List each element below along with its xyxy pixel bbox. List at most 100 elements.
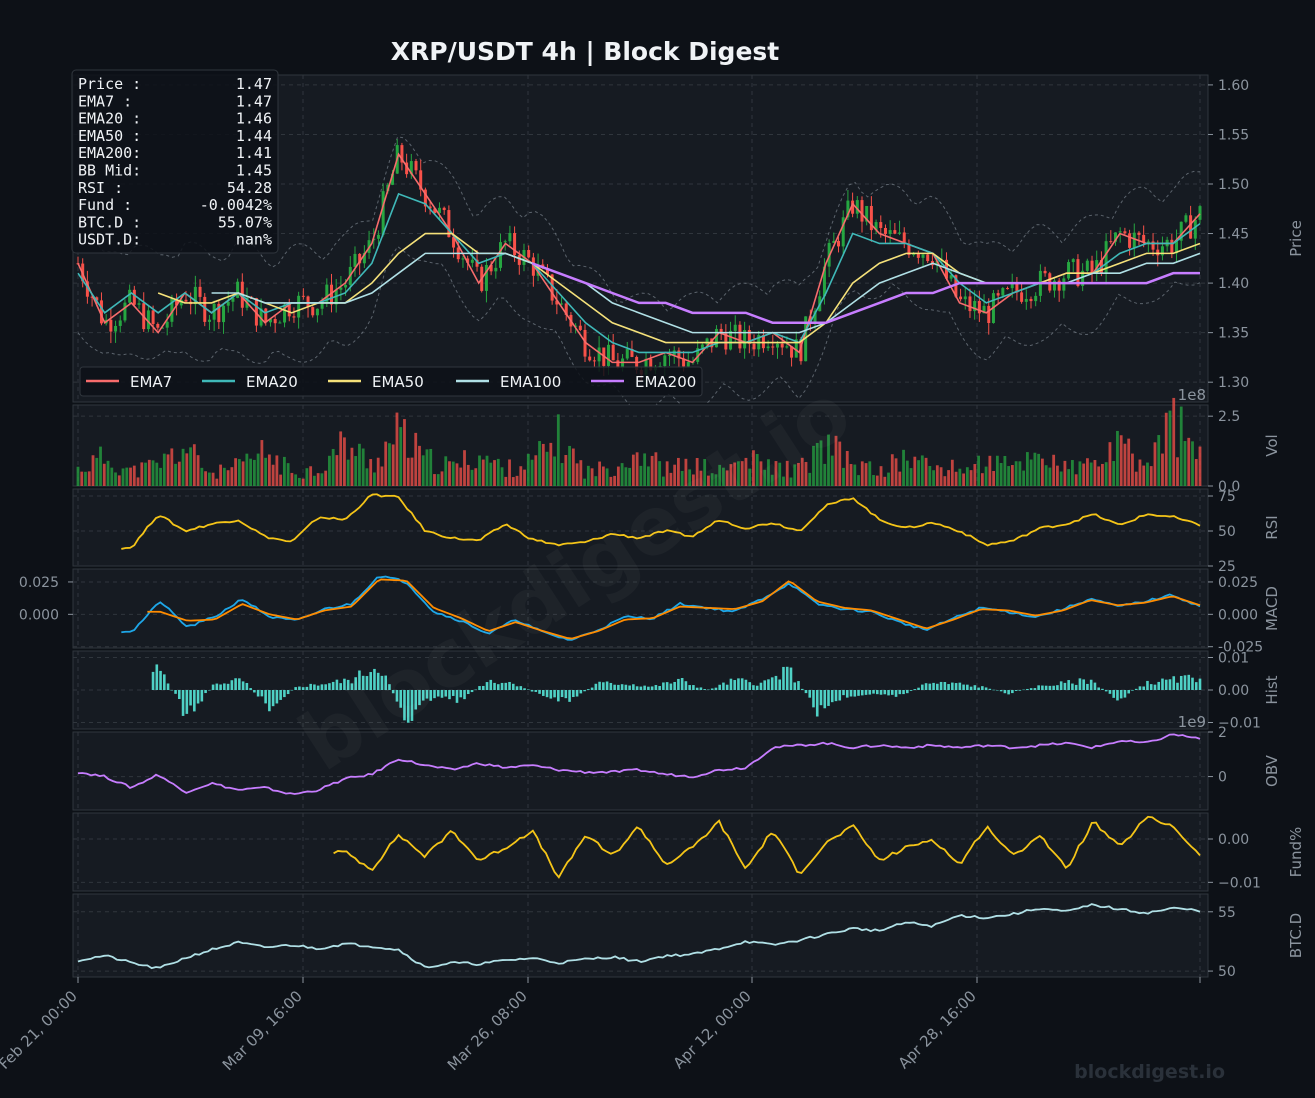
volume-bar [703,459,707,486]
volume-bar [403,419,406,486]
candle-body [1123,231,1127,234]
hist-bar [455,690,459,703]
hist-bar [1059,681,1063,690]
hist-bar [361,675,365,690]
hist-bar [887,690,890,696]
hist-bar [1078,678,1082,690]
volume-bar [219,464,222,486]
volume-bar [695,457,699,486]
volume-bar [496,458,500,486]
volume-bar [834,435,838,486]
volume-bar [252,459,256,486]
volume-bar [1108,442,1112,486]
candle-body [236,281,240,298]
volume-bar [470,469,474,486]
hist-bar [1018,690,1022,691]
candle-body [700,344,704,349]
volume-bar [523,469,526,486]
hist-bar [414,690,418,710]
y-axis-label: MACD [1263,586,1281,631]
volume-bar [485,455,489,486]
volume-bar [114,472,117,486]
hist-bar [1003,690,1007,694]
candle-body [470,259,474,263]
volume-bar [635,452,639,486]
hist-bar [857,690,860,696]
volume-bar [969,470,973,486]
hist-bar [872,690,875,694]
candle-body [358,253,362,264]
volume-bar [185,453,189,486]
volume-bar [1168,410,1172,486]
volume-bar [95,457,99,486]
volume-bar [1007,466,1011,486]
volume-bar [553,456,556,486]
volume-bar [421,455,425,486]
volume-bar [894,458,898,486]
volume-bar [159,467,162,486]
volume-bar [1059,471,1063,486]
hist-bar [395,690,399,702]
volume-bar [346,459,350,486]
volume-bar [290,472,294,486]
candle-body [1179,221,1183,241]
panel-background [72,488,1209,567]
hist-bar [966,684,969,690]
candle-body [156,323,160,328]
candle-body [1175,240,1179,254]
hist-bar [1041,685,1044,690]
volume-bar [448,461,451,486]
candle-body [1024,298,1028,302]
volume-bar [478,455,481,486]
candle-body [954,275,958,297]
hist-bar [932,682,935,690]
volume-bar [237,459,241,486]
info-value: 1.47 [236,92,272,110]
volume-bar [909,468,913,486]
candle-body [588,356,592,361]
volume-bar [628,467,632,486]
candle-body [161,327,165,329]
volume-bar [857,475,860,486]
volume-bar [1131,453,1134,486]
hist-bar [268,690,271,712]
hist-bar [778,679,782,690]
volume-bar [868,461,872,486]
volume-bar [474,468,478,486]
candle-body [912,253,916,255]
info-value: -0.0042% [200,196,272,214]
hist-bar [710,688,714,690]
candle-body [780,343,784,348]
volume-bar [418,445,421,486]
candle-body [123,302,127,321]
candle-body [714,328,718,348]
volume-bar [335,455,339,486]
candle-body [869,205,873,231]
hist-bar [1104,690,1108,692]
volume-bar [815,442,819,486]
volume-bar [973,464,977,486]
candle-body [766,346,770,349]
hist-bar [695,687,699,690]
volume-bar [556,414,560,486]
volume-bar [365,468,369,486]
hist-bar [433,690,436,699]
candle-body [1090,260,1094,273]
hist-bar [962,684,965,690]
hist-bar [1146,680,1149,690]
legend-background [79,366,703,397]
panel-volume: 0.0 2.5 Vol 1e8 [72,386,1281,495]
volume-bar [845,450,849,486]
hist-bar [403,690,406,721]
candle-body [1170,239,1174,254]
legend-label: EMA7 [130,373,172,391]
candle-body [682,358,686,367]
candle-body [1137,232,1141,235]
hist-bar [879,690,883,695]
hist-bar [226,683,230,690]
volume-bar [1176,457,1179,486]
hist-bar [1164,679,1168,690]
hist-bar [309,683,312,690]
candle-body [114,325,118,332]
volume-bar [797,462,800,486]
